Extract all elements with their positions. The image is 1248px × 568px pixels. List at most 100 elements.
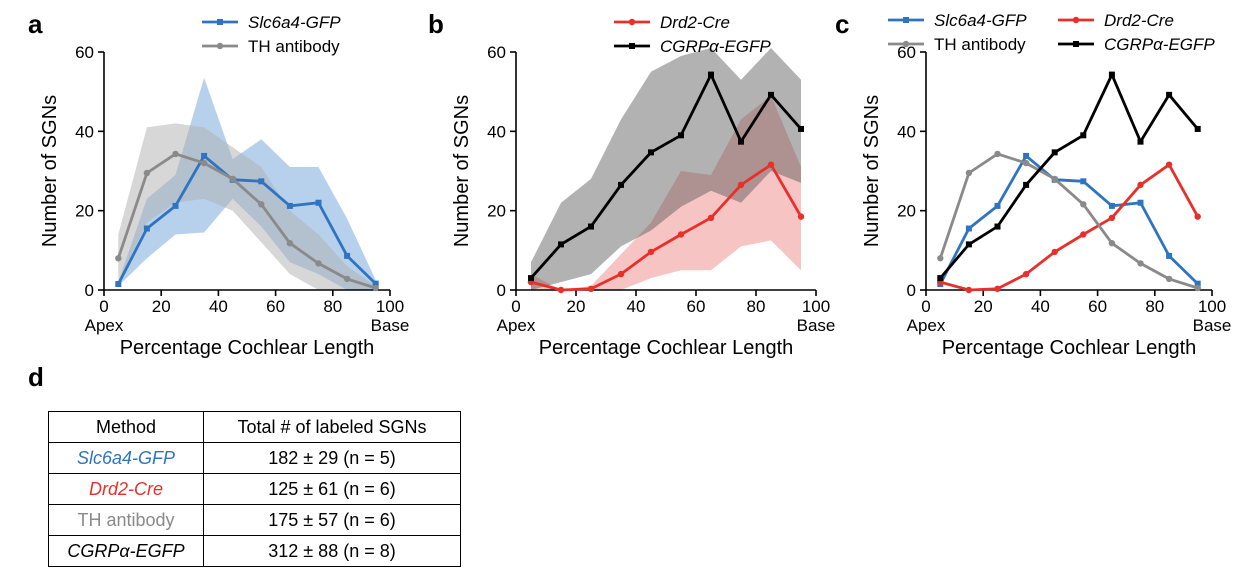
data-point-c-2-3 <box>1022 159 1030 167</box>
y-tick-label: 60 <box>897 43 916 62</box>
x-tick-label: 100 <box>802 297 830 316</box>
series-line-a-1 <box>116 152 377 290</box>
data-point-c-0-6 <box>1108 202 1115 209</box>
table-header-row: Method Total # of labeled SGNs <box>48 411 461 443</box>
data-point-c-3-6 <box>1108 71 1115 78</box>
legend-marker <box>902 40 910 48</box>
x-tick-label: 60 <box>687 297 706 316</box>
x-tick-label: 100 <box>1198 297 1226 316</box>
x-tick-label: 20 <box>974 297 993 316</box>
data-point-a-0-7 <box>315 199 322 206</box>
data-point-c-3-4 <box>1051 149 1058 156</box>
data-point-c-2-7 <box>1137 260 1144 267</box>
x-end-label-base: Base <box>371 316 410 335</box>
data-point-c-3-8 <box>1166 91 1173 98</box>
x-tick-label: 60 <box>1088 297 1107 316</box>
series-line-c-2 <box>938 152 1199 290</box>
x-axis-title: Percentage Cochlear Length <box>539 337 794 359</box>
legend-label-b-1: CGRPα-EGFP <box>660 37 771 56</box>
data-point-c-2-5 <box>1080 201 1087 208</box>
legend-label-c-1: Drd2-Cre <box>1104 11 1174 30</box>
data-point-a-0-3 <box>201 152 208 159</box>
data-point-b-0-8 <box>767 161 775 168</box>
x-tick-label: 60 <box>266 297 285 316</box>
data-point-a-1-6 <box>286 239 294 247</box>
legend-marker <box>629 43 635 49</box>
data-point-c-0-9 <box>1194 280 1201 287</box>
data-point-c-3-3 <box>1023 181 1030 188</box>
table-row: Slc6a4-GFP 182 ± 29 (n = 5) <box>48 442 461 474</box>
panel-letter-c: c <box>835 9 849 39</box>
x-axis-title: Percentage Cochlear Length <box>942 337 1197 359</box>
x-end-label-apex: Apex <box>497 316 536 335</box>
data-point-a-1-7 <box>315 260 322 267</box>
x-end-label-apex: Apex <box>85 316 124 335</box>
x-end-label-base: Base <box>797 316 836 335</box>
data-point-c-0-7 <box>1137 199 1144 206</box>
legend-label-b-0: Drd2-Cre <box>660 13 730 32</box>
data-point-c-2-0 <box>937 255 944 262</box>
y-tick-label: 20 <box>487 202 506 221</box>
data-point-c-1-7 <box>1137 181 1144 189</box>
x-axis-title: Percentage Cochlear Length <box>120 337 375 359</box>
data-point-b-1-7 <box>738 138 744 145</box>
total-cell: 182 ± 29 (n = 5) <box>203 442 461 474</box>
series-line-a-0 <box>117 153 377 285</box>
x-tick-label: 100 <box>376 297 404 316</box>
data-point-c-3-0 <box>937 275 944 282</box>
data-point-a-0-0 <box>115 281 122 288</box>
data-point-a-1-8 <box>343 275 351 283</box>
data-point-a-1-0 <box>115 255 122 262</box>
data-point-b-1-0 <box>528 275 534 282</box>
x-tick-label: 80 <box>323 297 342 316</box>
x-tick-label: 40 <box>627 297 646 316</box>
data-point-a-0-1 <box>143 225 150 232</box>
data-point-c-3-7 <box>1137 138 1144 145</box>
legend-marker <box>628 18 636 26</box>
y-tick-label: 40 <box>897 122 916 141</box>
error-band-b-0 <box>531 95 801 290</box>
x-tick-label: 0 <box>921 297 930 316</box>
data-point-c-0-2 <box>994 202 1001 209</box>
chart-panel-b: 0 20 40 60 80 100 Apex Base 0 20 40 60 Percentage Co… <box>451 13 835 359</box>
data-point-b-1-3 <box>618 181 624 188</box>
data-point-b-1-5 <box>678 132 684 139</box>
x-tick-label: 40 <box>1031 297 1050 316</box>
data-point-b-1-9 <box>798 125 804 132</box>
total-cell: 312 ± 88 (n = 8) <box>203 535 461 567</box>
column-header-method: Method <box>48 411 204 443</box>
error-band-b-1 <box>531 48 801 290</box>
data-point-b-0-1 <box>557 286 565 294</box>
y-tick-label: 40 <box>487 122 506 141</box>
method-cell: Drd2-Cre <box>48 473 204 505</box>
y-tick-label: 40 <box>75 122 94 141</box>
data-point-c-2-8 <box>1165 275 1173 283</box>
x-tick-label: 80 <box>747 297 766 316</box>
data-point-c-1-2 <box>994 285 1001 293</box>
y-axis-title: Number of SGNs <box>39 95 61 247</box>
y-tick-label: 60 <box>487 43 506 62</box>
y-tick-label: 20 <box>897 202 916 221</box>
data-point-c-0-3 <box>1023 152 1030 159</box>
data-point-c-3-5 <box>1080 132 1087 139</box>
data-point-a-0-5 <box>258 178 265 185</box>
panel-letter-d: d <box>28 362 44 392</box>
data-point-c-1-9 <box>1194 213 1201 220</box>
data-point-c-2-1 <box>965 169 973 177</box>
data-point-c-3-1 <box>965 241 972 248</box>
method-cell: CGRPα-EGFP <box>48 535 204 567</box>
y-tick-label: 60 <box>75 43 94 62</box>
x-end-label-base: Base <box>1193 316 1232 335</box>
total-cell: 125 ± 61 (n = 6) <box>203 473 461 505</box>
table-row: Drd2-Cre 125 ± 61 (n = 6) <box>48 473 461 505</box>
method-cell: TH antibody <box>48 504 204 536</box>
x-tick-label: 20 <box>567 297 586 316</box>
data-point-b-0-2 <box>587 285 595 293</box>
error-band-a-1 <box>118 123 376 291</box>
data-point-a-1-4 <box>229 175 236 183</box>
total-cell: 175 ± 57 (n = 6) <box>203 504 461 536</box>
data-point-a-1-1 <box>143 169 151 177</box>
series-line-c-1 <box>939 162 1199 292</box>
data-point-b-1-6 <box>708 71 714 78</box>
data-point-a-0-8 <box>344 252 351 259</box>
